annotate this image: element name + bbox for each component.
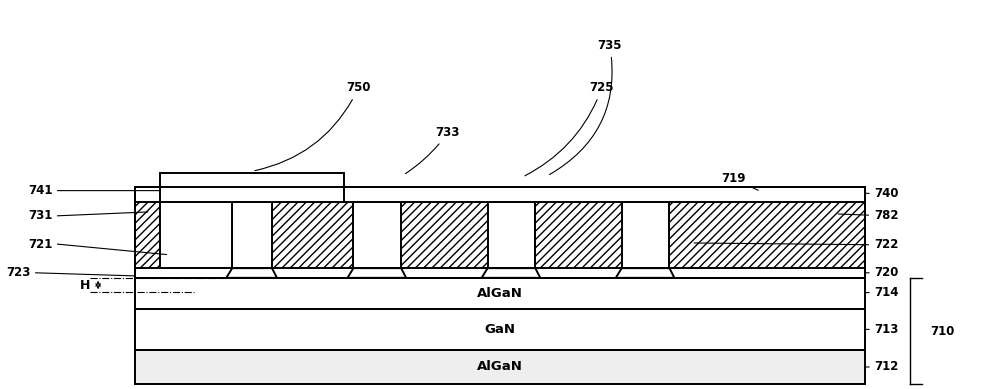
Text: 722: 722 xyxy=(694,238,898,251)
Bar xyxy=(135,187,865,278)
Text: 714: 714 xyxy=(874,286,899,299)
Bar xyxy=(622,202,669,268)
Bar xyxy=(135,309,865,350)
Text: H: H xyxy=(80,279,90,292)
Bar xyxy=(401,202,488,268)
Bar xyxy=(135,278,865,309)
Polygon shape xyxy=(226,268,277,278)
Bar xyxy=(535,202,622,268)
Text: AlGaN: AlGaN xyxy=(477,287,522,300)
Text: 731: 731 xyxy=(28,209,52,223)
Text: 725: 725 xyxy=(525,81,614,176)
Polygon shape xyxy=(616,268,674,278)
Text: 721: 721 xyxy=(28,238,52,251)
Bar xyxy=(135,350,865,384)
Polygon shape xyxy=(347,268,406,278)
Text: GaN: GaN xyxy=(484,323,515,336)
Bar xyxy=(135,187,865,202)
Text: 719: 719 xyxy=(721,172,758,190)
Text: 710: 710 xyxy=(930,325,954,338)
Text: 733: 733 xyxy=(405,126,460,173)
Bar xyxy=(160,202,232,268)
Text: 720: 720 xyxy=(874,266,898,279)
Text: 740: 740 xyxy=(874,187,899,200)
Text: 782: 782 xyxy=(838,209,899,223)
Text: 741: 741 xyxy=(28,184,52,197)
Text: 713: 713 xyxy=(874,323,898,336)
Bar xyxy=(488,202,535,268)
Text: 712: 712 xyxy=(874,361,898,373)
Bar xyxy=(353,202,401,268)
Bar xyxy=(272,202,353,268)
Bar xyxy=(669,202,865,268)
Polygon shape xyxy=(482,268,540,278)
Bar xyxy=(135,268,865,278)
Text: 735: 735 xyxy=(550,39,622,175)
Text: 750: 750 xyxy=(255,81,371,171)
Text: AlGaN: AlGaN xyxy=(477,361,522,373)
Text: 723: 723 xyxy=(6,266,31,279)
Bar xyxy=(232,202,272,268)
Bar xyxy=(135,202,165,268)
Bar xyxy=(160,173,344,202)
